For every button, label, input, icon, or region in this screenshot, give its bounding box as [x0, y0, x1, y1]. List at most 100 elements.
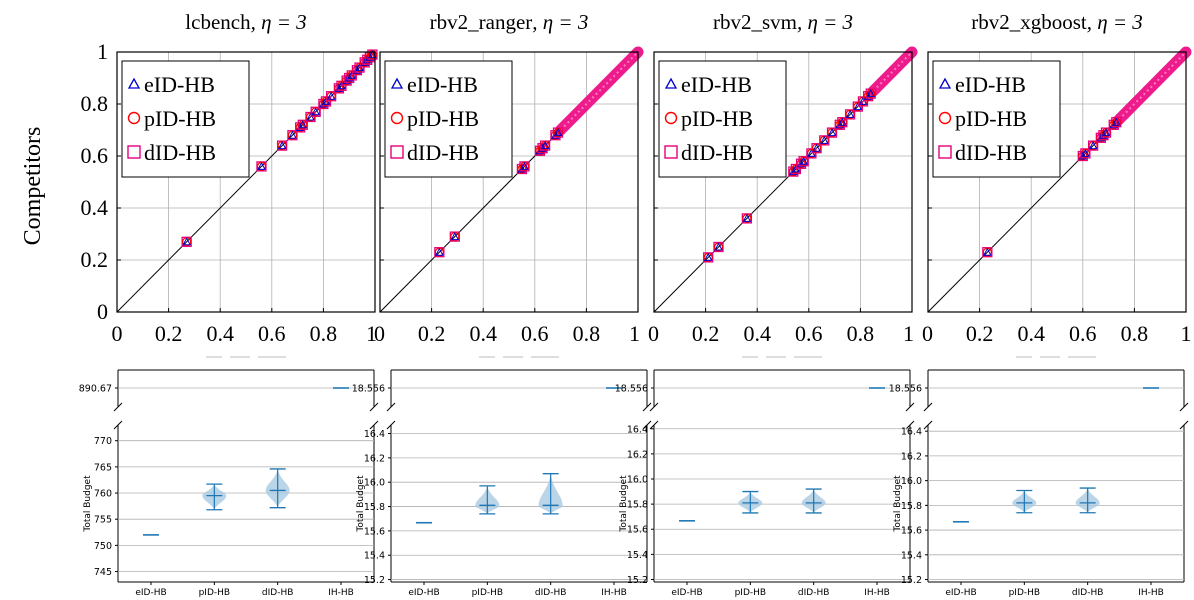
- axis-break-mark: [1179, 402, 1189, 412]
- x-tick-label: 0.6: [795, 321, 823, 346]
- legend-label: eID-HB: [681, 72, 752, 97]
- y-tick-label: 765: [94, 462, 112, 473]
- marker-triangle: [1112, 117, 1121, 126]
- data-point: [713, 241, 724, 253]
- data-point: [181, 236, 192, 247]
- y-axis-label: Competitors: [20, 127, 46, 246]
- legend-marker-square: [938, 145, 952, 159]
- y-tick-label: 0.4: [81, 195, 109, 220]
- y-tick-label: 15.2: [627, 575, 648, 586]
- legend-box: [658, 60, 787, 178]
- x-tick-label: 0.4: [743, 321, 771, 346]
- x-tick-label: pID-HB: [472, 588, 504, 598]
- panel-title: lcbench, η = 3: [185, 10, 306, 34]
- x-tick-label: eID-HB: [408, 588, 439, 598]
- x-tick-label: dID-HB: [535, 588, 567, 598]
- legend-marker-square: [664, 145, 678, 159]
- panel-title-eta: , η = 3: [251, 10, 307, 34]
- data-point: [256, 161, 267, 172]
- marker-triangle: [845, 109, 855, 118]
- violin-dID-HB: [538, 473, 563, 515]
- marker-triangle: [553, 128, 563, 137]
- data-point: [811, 143, 822, 154]
- y-tick-label: 16.0: [627, 475, 648, 486]
- x-tick-label: eID-HB: [671, 588, 702, 598]
- x-tick-label: 0: [112, 321, 123, 346]
- x-tick-label: dID-HB: [262, 588, 294, 598]
- plot-frame: [379, 51, 639, 313]
- y-tick-label-top: 890.67: [79, 384, 112, 395]
- data-point: [297, 119, 308, 130]
- y-axis-label: Total Budget: [356, 475, 366, 533]
- x-tick-label: 0: [374, 321, 385, 346]
- y-tick-label: 745: [94, 567, 112, 578]
- x-tick-label: 0.8: [573, 321, 601, 346]
- y-tick-label: 0.8: [81, 91, 109, 116]
- panel-title: rbv2_ranger, η = 3: [430, 10, 589, 34]
- data-point: [287, 130, 298, 141]
- legend: eID-HB pID-HB dID-HB: [658, 60, 787, 178]
- dense-points-texture: [1118, 51, 1187, 121]
- panel-title: rbv2_xgboost, η = 3: [971, 10, 1143, 34]
- x-tick-label: 0.6: [258, 321, 286, 346]
- x-tick-label: 0.6: [1069, 321, 1097, 346]
- data-point: [865, 88, 876, 99]
- marker-triangle: [866, 89, 876, 98]
- y-tick-label: 15.4: [364, 551, 385, 562]
- marker-triangle: [326, 91, 336, 100]
- marker-triangle: [368, 50, 377, 59]
- data-point: [826, 127, 838, 138]
- legend-marker-circle: [664, 111, 678, 125]
- legend-marker-circle: [390, 111, 404, 125]
- x-tick-label: 0.2: [155, 321, 183, 346]
- x-tick-label: 0.2: [692, 321, 720, 346]
- violin-panel-1: 890.67 745 750 755 760 765 770 Total Budget eID-…: [79, 356, 379, 598]
- marker-triangle: [703, 252, 713, 261]
- scatter-panel-3: rbv2_svm, η = 3 0 0.2 0.4 0.6 0.8 1 eID-HB pID-H…: [648, 10, 918, 346]
- panel-title: rbv2_svm, η = 3: [713, 10, 853, 34]
- y-tick-label: 15.2: [901, 575, 922, 586]
- axis-break-mark: [905, 402, 915, 412]
- x-tick-label: 0.4: [1017, 321, 1045, 346]
- x-tick-label: IH-HB: [601, 588, 627, 598]
- y-tick-label: 16.4: [901, 427, 922, 438]
- violin-pID-HB: [738, 490, 763, 514]
- y-tick-label: 16.0: [364, 478, 385, 489]
- x-tick-label: 1: [366, 321, 377, 346]
- violin-dID-HB: [265, 468, 290, 509]
- plot-frame: [653, 51, 913, 313]
- marker-triangle: [714, 242, 723, 251]
- x-tick-label: dID-HB: [1072, 588, 1104, 598]
- panel-title-name: rbv2_ranger: [430, 10, 533, 34]
- data-point: [837, 117, 848, 128]
- y-tick-label: 750: [94, 541, 112, 552]
- data-point: [276, 140, 288, 151]
- data-point: [982, 247, 993, 258]
- axis-break-mark: [386, 402, 396, 412]
- plot-frame: [116, 51, 376, 313]
- legend: eID-HB pID-HB dID-HB: [932, 60, 1061, 178]
- legend-label: pID-HB: [681, 106, 753, 131]
- y-axis-label: Total Budget: [619, 475, 629, 533]
- legend-marker-square: [127, 145, 141, 159]
- violin-pID-HB: [475, 485, 500, 515]
- y-tick-label: 16.4: [627, 424, 648, 435]
- scatter-panel-1: lcbench, η = 3 00 0.2 0.2 0.4 0.4 0.6 0.6 0.8 0.8…: [81, 10, 378, 346]
- data-point: [1080, 148, 1091, 159]
- y-tick-label: 0: [97, 299, 108, 324]
- y-tick-label-top: 18.556: [352, 384, 385, 395]
- data-point: [449, 231, 460, 242]
- axis-break-mark: [649, 402, 659, 412]
- legend: eID-HB pID-HB dID-HB: [384, 60, 513, 178]
- panel-title-name: lcbench: [185, 10, 251, 34]
- y-tick-label: 15.4: [901, 550, 922, 561]
- marker-triangle: [1081, 148, 1090, 157]
- data-point: [539, 140, 551, 151]
- scatter-panel-4: rbv2_xgboost, η = 3 0 0.2 0.4 0.6 0.8 1 eID-HB p…: [922, 10, 1192, 346]
- y-tick-label-top: 18.556: [889, 384, 922, 395]
- y-tick-label: 15.8: [364, 502, 385, 513]
- axis-break-mark: [113, 402, 123, 412]
- x-tick-label: pID-HB: [735, 588, 767, 598]
- marker-triangle: [435, 247, 444, 256]
